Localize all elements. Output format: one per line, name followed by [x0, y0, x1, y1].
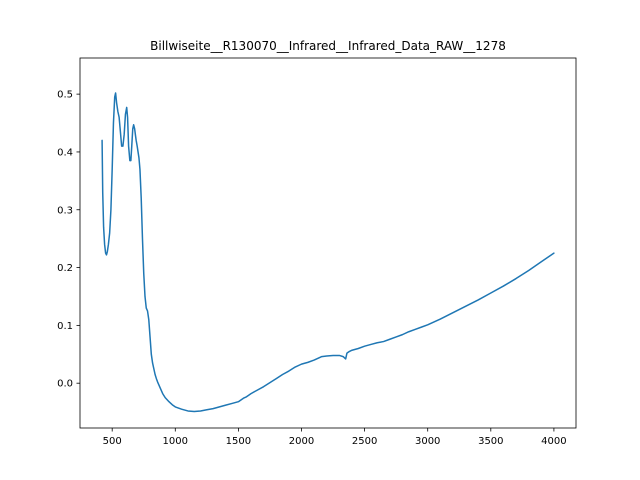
y-tick-label: 0.5	[57, 90, 73, 101]
x-tick-label: 1000	[163, 436, 188, 447]
y-axis: 0.0 0.1 0.2 0.3 0.4 0.5	[57, 90, 80, 390]
y-tick-label: 0.1	[57, 321, 73, 332]
x-tick-label: 500	[103, 436, 122, 447]
y-tick-label: 0.0	[57, 379, 73, 390]
data-series-line	[101, 92, 555, 413]
y-tick-label: 0.4	[57, 147, 73, 158]
x-axis: 500 1000 1500 2000 2500 3000 3500 4000	[103, 428, 567, 447]
x-tick-label: 3500	[478, 436, 503, 447]
y-tick-label: 0.2	[57, 263, 73, 274]
x-tick-label: 3000	[415, 436, 440, 447]
x-tick-label: 4000	[541, 436, 566, 447]
x-tick-label: 2000	[289, 436, 314, 447]
x-tick-label: 1500	[226, 436, 251, 447]
y-tick-label: 0.3	[57, 205, 73, 216]
plot-frame	[79, 57, 577, 429]
chart-title: Billwiseite__R130070__Infrared__Infrared…	[150, 39, 506, 53]
x-tick-label: 2500	[352, 436, 377, 447]
